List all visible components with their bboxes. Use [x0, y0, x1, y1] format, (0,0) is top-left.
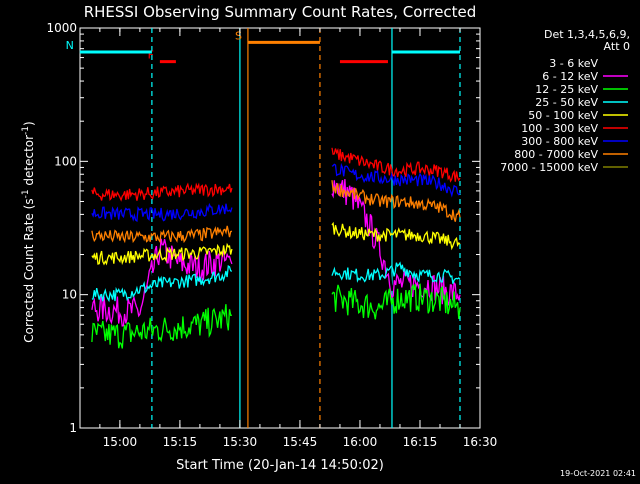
- flag-label: S: [235, 29, 242, 42]
- series-line-50-100-kev: [331, 221, 461, 251]
- legend-entry-label: 50 - 100 keV: [528, 109, 598, 122]
- legend-entry-label: 300 - 800 keV: [521, 135, 598, 148]
- x-tick-label: 16:00: [343, 435, 378, 449]
- series-line-25-50-kev: [331, 261, 461, 284]
- legend-header: Det 1,3,4,5,6,9,: [544, 28, 630, 41]
- series-line-300-800-kev: [331, 162, 461, 198]
- series-line-50-100-kev: [91, 242, 233, 266]
- series-line-800-7000-kev: [331, 180, 461, 222]
- series-line-300-800-kev: [91, 202, 233, 223]
- series-line-12-25-kev: [91, 304, 232, 349]
- x-tick-label: 16:15: [403, 435, 438, 449]
- legend-entry-label: 100 - 300 keV: [521, 122, 598, 135]
- x-tick-label: 15:30: [223, 435, 258, 449]
- y-axis-label: Corrected Count Rate (s-1 detector-1): [21, 121, 36, 342]
- legend-entry-label: 800 - 7000 keV: [514, 148, 598, 161]
- flag-label: N: [66, 39, 74, 52]
- x-axis-label: Start Time (20-Jan-14 14:50:02): [176, 458, 384, 473]
- series-line-6-12-kev: [91, 238, 233, 327]
- legend-header: Att 0: [604, 40, 630, 53]
- legend-entry-label: 7000 - 15000 keV: [500, 161, 598, 174]
- legend-entry-label: 12 - 25 keV: [535, 83, 598, 96]
- x-tick-label: 15:00: [103, 435, 138, 449]
- series-line-800-7000-kev: [91, 225, 233, 244]
- legend-entry-label: 6 - 12 keV: [542, 70, 598, 83]
- flag-label: F: [148, 49, 154, 62]
- series-line-25-50-kev: [91, 265, 233, 303]
- series-line-12-25-kev: [331, 283, 461, 320]
- y-tick-label: 100: [54, 154, 77, 168]
- series-line-100-300-kev: [331, 147, 461, 183]
- series-line-6-12-kev: [331, 179, 461, 306]
- legend-entry-label: 3 - 6 keV: [549, 57, 598, 70]
- y-tick-label: 1: [69, 421, 77, 435]
- y-tick-label: 1000: [46, 21, 77, 35]
- legend-entry-label: 25 - 50 keV: [535, 96, 598, 109]
- chart-title: RHESSI Observing Summary Count Rates, Co…: [84, 3, 477, 21]
- x-tick-label: 15:15: [163, 435, 198, 449]
- y-tick-label: 10: [62, 288, 77, 302]
- x-tick-label: 15:45: [283, 435, 318, 449]
- x-tick-label: 16:30: [463, 435, 498, 449]
- series-line-100-300-kev: [91, 182, 233, 202]
- footer-date: 19-Oct-2021 02:41: [560, 469, 636, 478]
